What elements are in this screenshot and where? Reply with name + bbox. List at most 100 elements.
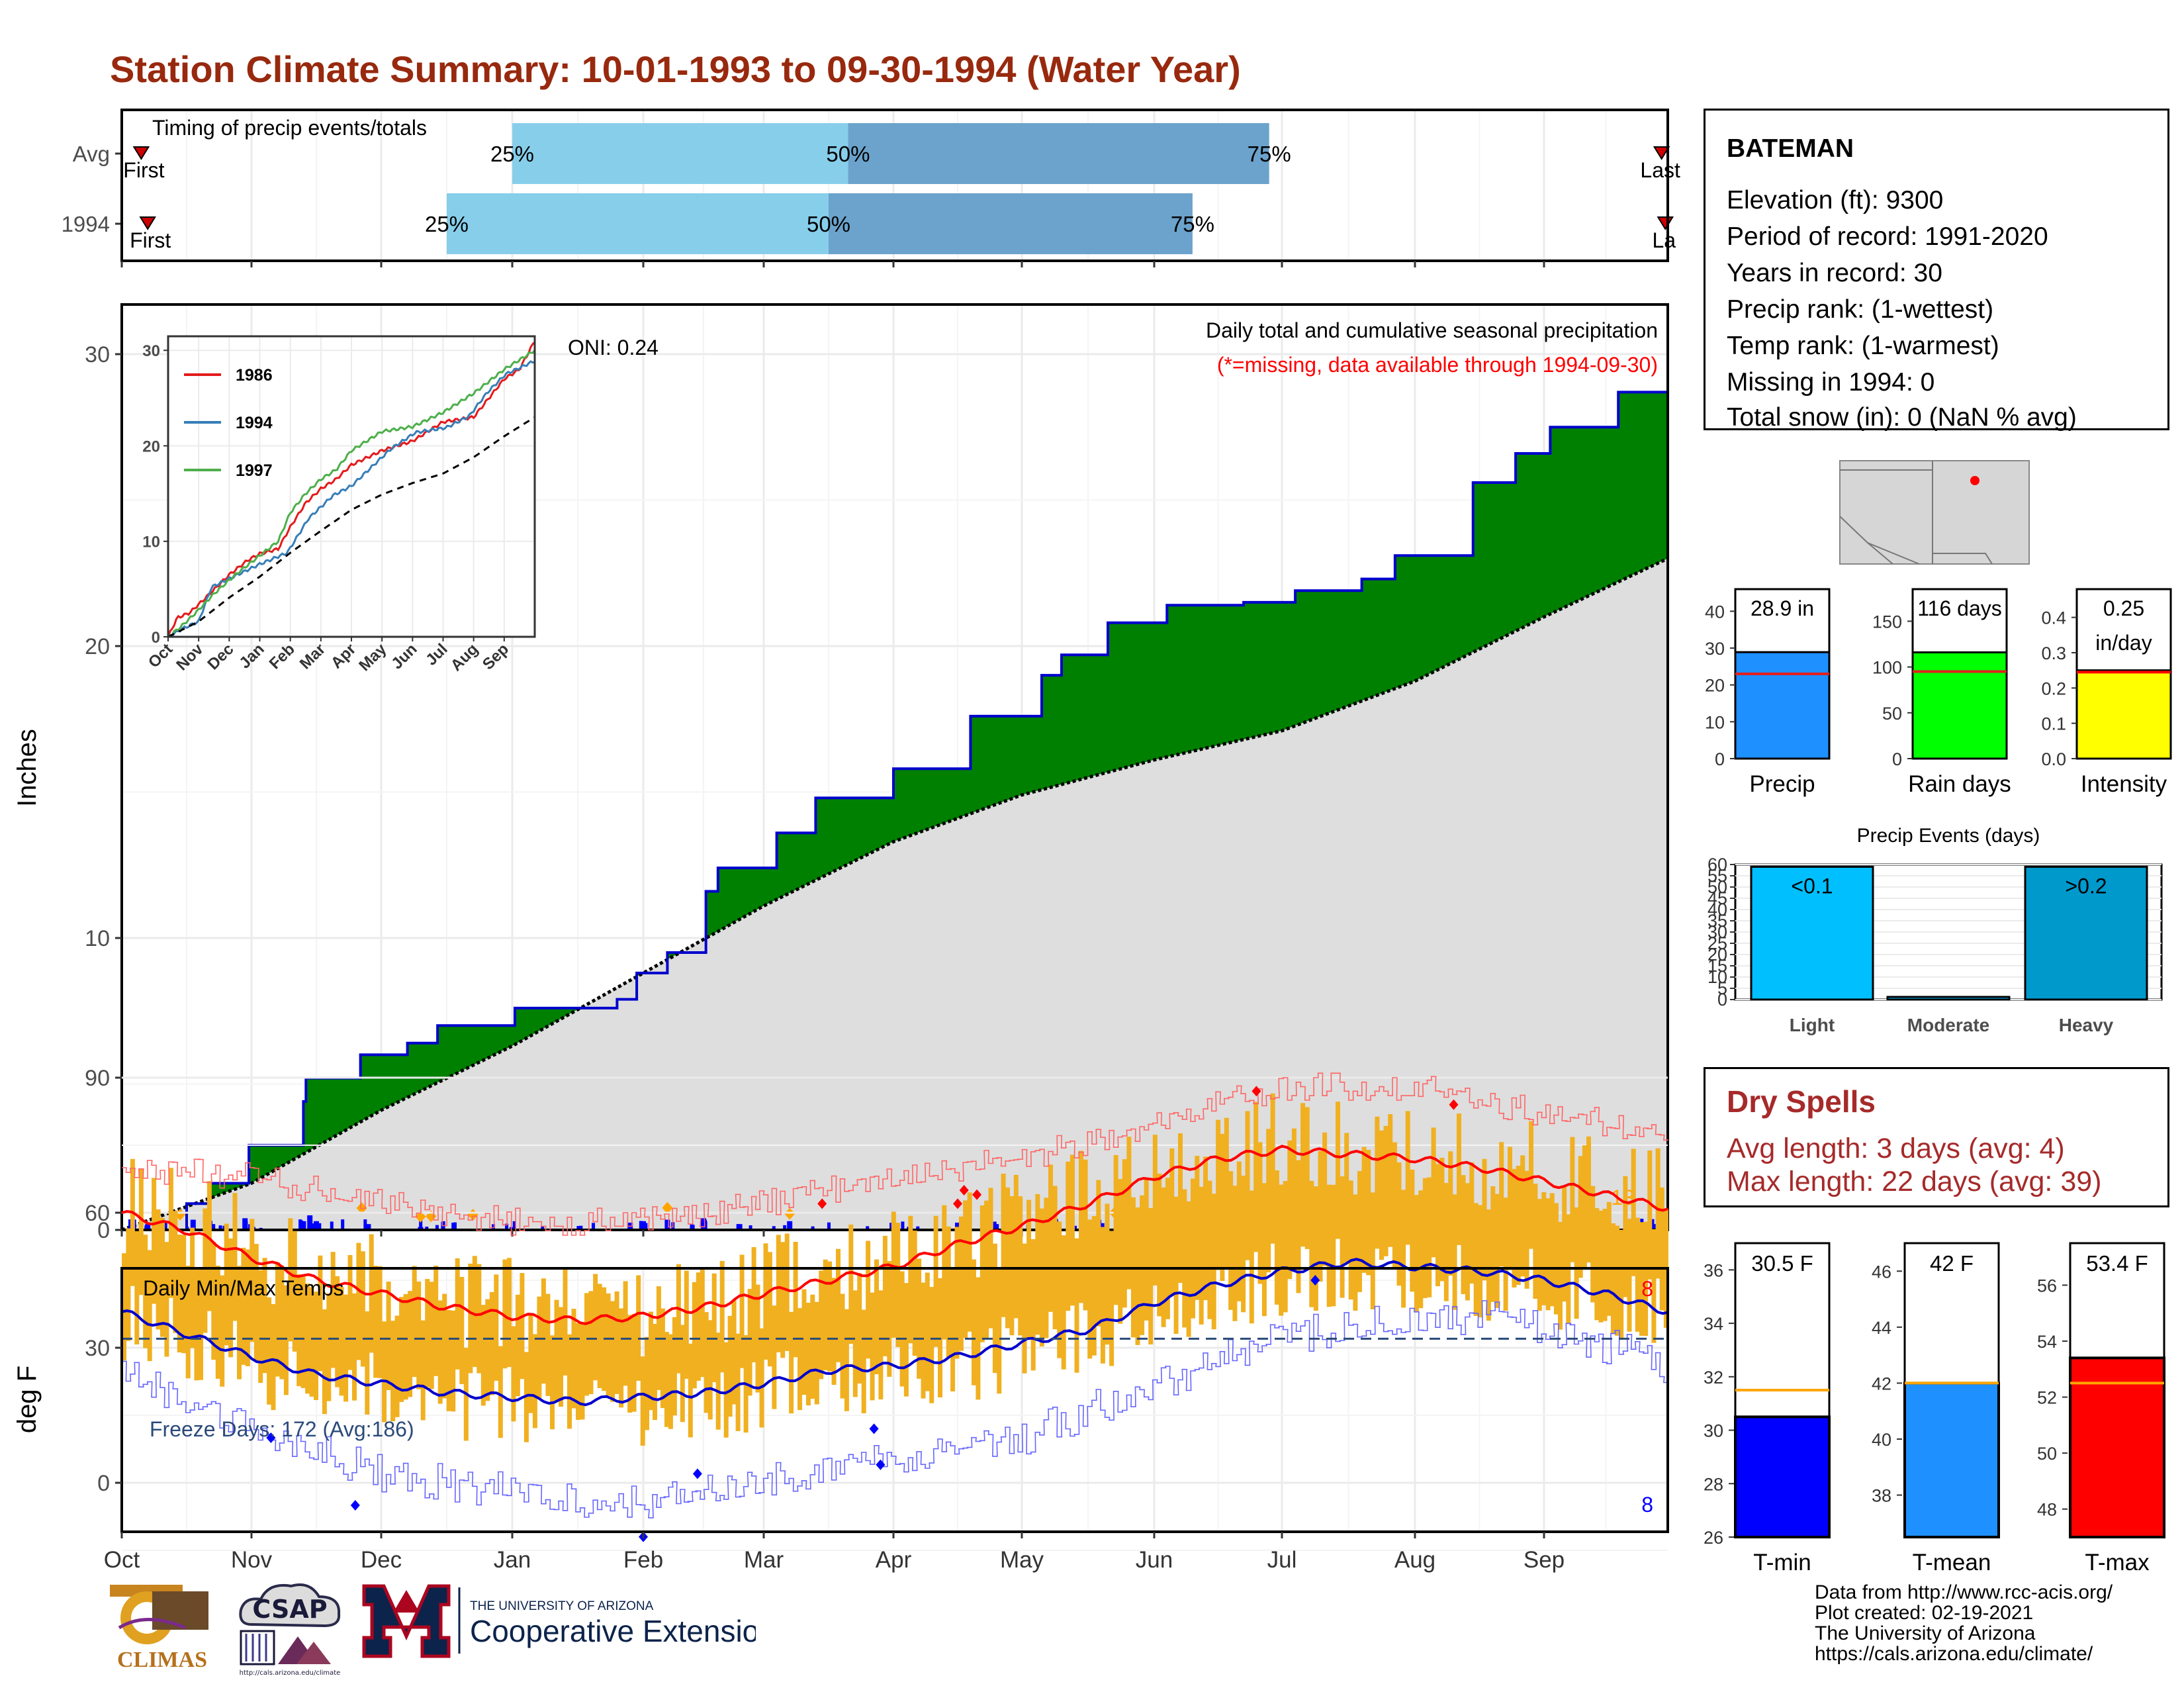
events-bar <box>1886 996 2011 1001</box>
daily-precip-bar <box>641 1221 646 1230</box>
timing-pct-label: 50% <box>807 212 850 236</box>
x-tick-label: May <box>1000 1547 1044 1573</box>
station-location-marker <box>1970 476 1979 485</box>
ua-logo-big-text: Cooperative Extension <box>470 1614 756 1648</box>
daily-temp-bar <box>1602 1209 1608 1321</box>
station-line: Elevation (ft): 9300 <box>1727 186 1944 214</box>
daily-temp-bar <box>1651 1229 1657 1343</box>
record-high-marker <box>959 1185 969 1196</box>
station-line: Years in record: 30 <box>1727 259 1942 287</box>
daily-temp-bar <box>576 1323 580 1420</box>
temp-summary-bar <box>2069 1356 2165 1538</box>
daily-precip-bar <box>993 1224 999 1230</box>
daily-temp-bar <box>1570 1137 1575 1262</box>
daily-precip-bar <box>772 1226 776 1230</box>
daily-temp-bar <box>895 1223 901 1347</box>
daily-temp-bar <box>1140 1195 1145 1335</box>
daily-precip-bar <box>363 1219 367 1230</box>
summary-bar <box>1734 651 1831 760</box>
daily-temp-bar <box>707 1320 713 1420</box>
daily-temp-bar <box>1516 1166 1521 1285</box>
dry-spells-max: Max length: 22 days (avg: 39) <box>1727 1166 2102 1197</box>
record-low-marker <box>869 1423 879 1434</box>
daily-temp-bar <box>326 1293 332 1401</box>
station-line: Precip rank: (1-wettest) <box>1727 295 1994 324</box>
daily-temp-bar <box>126 1228 131 1341</box>
daily-temp-bar <box>1405 1111 1410 1245</box>
daily-temp-bar <box>623 1281 628 1386</box>
daily-temp-bar <box>520 1273 525 1380</box>
daily-temp-bar <box>814 1301 819 1405</box>
summary-bar-tick: 0.1 <box>2041 714 2066 734</box>
daily-temp-bar <box>848 1224 854 1344</box>
daily-temp-bar <box>1541 1192 1547 1305</box>
summary-bars: 28.9 in 0 10 20 30 40 Precip 116 days 0 50 100 150 R… <box>1705 588 2172 797</box>
daily-temp-bar <box>1478 1205 1483 1318</box>
daily-temp-bar <box>649 1311 653 1411</box>
daily-temp-bar <box>1161 1187 1166 1327</box>
daily-temp-bar <box>1331 1184 1336 1307</box>
daily-temp-bar <box>224 1223 229 1346</box>
daily-temp-bar <box>1594 1208 1600 1321</box>
daily-temp-bar <box>1590 1186 1596 1303</box>
temp-summary-tick: 36 <box>1704 1260 1723 1280</box>
cumulative-surplus-area <box>122 386 1668 1230</box>
precip-events-panel: Precip Events (days) 05101520253035404550… <box>1707 825 2163 1035</box>
daily-temp-bar <box>373 1266 379 1378</box>
daily-temp-bar <box>1422 1178 1428 1298</box>
daily-precip-bar <box>298 1219 302 1230</box>
daily-temp-bar <box>550 1335 555 1430</box>
daily-temp-bar <box>739 1254 745 1368</box>
daily-temp-bar <box>700 1267 705 1378</box>
summary-bar-tick: 20 <box>1705 676 1725 696</box>
daily-precip-bar <box>451 1223 455 1230</box>
temp-summary-tick: 34 <box>1704 1314 1723 1334</box>
daily-temp-bar <box>199 1267 203 1380</box>
daily-temp-bar <box>1207 1180 1212 1319</box>
daily-temp-bar <box>1388 1114 1393 1247</box>
daily-temp-bar <box>840 1293 845 1399</box>
daily-temp-bar <box>532 1334 537 1429</box>
daily-temp-bar <box>776 1235 781 1352</box>
timing-bar-25-50 <box>512 123 848 184</box>
timing-bar-50-75 <box>848 123 1269 184</box>
summary-bar-tick: 40 <box>1705 602 1725 622</box>
summary-bar-tick: 0.0 <box>2041 749 2066 769</box>
daily-temp-bar <box>1375 1116 1380 1249</box>
daily-temp-bar <box>181 1235 187 1354</box>
daily-temp-bar <box>614 1291 619 1394</box>
daily-temp-bar <box>588 1291 594 1394</box>
events-title: Precip Events (days) <box>1857 825 2040 847</box>
daily-precip-bar <box>592 1223 596 1230</box>
daily-temp-bar <box>446 1309 451 1411</box>
daily-temp-bar <box>933 1215 938 1347</box>
daily-temp-bar <box>1253 1102 1259 1252</box>
daily-temp-bar <box>1018 1196 1023 1336</box>
daily-temp-bar <box>408 1291 413 1397</box>
events-y-tick: 15 <box>1707 956 1727 976</box>
daily-precip-bar <box>341 1219 345 1230</box>
daily-temp-bar <box>1241 1176 1246 1313</box>
y-tick-label: 20 <box>85 634 110 659</box>
daily-temp-bar <box>1274 1170 1279 1305</box>
university-of-arizona-logo: THE UNIVERSITY OF ARIZONA Cooperative Ex… <box>362 1584 756 1658</box>
daily-temp-bar <box>1553 1203 1559 1315</box>
daily-temp-bar <box>917 1258 922 1379</box>
daily-temp-bar <box>571 1309 576 1409</box>
daily-temp-bar <box>1574 1207 1579 1319</box>
daily-temp-bar <box>1469 1162 1475 1284</box>
daily-temp-bar <box>1300 1103 1306 1247</box>
record-max-line <box>122 1072 1668 1236</box>
daily-temp-bar <box>731 1300 737 1405</box>
summary-bar-tick: 0.4 <box>2041 608 2066 628</box>
map-border <box>1933 553 1993 565</box>
timing-row-label: 1994 <box>62 212 110 236</box>
daily-precip-bar <box>425 1227 429 1230</box>
daily-temp-bar <box>912 1231 917 1356</box>
daily-temp-bar <box>211 1242 216 1360</box>
daily-temp-bar <box>288 1218 293 1342</box>
daily-temp-bar <box>330 1252 336 1368</box>
map-land <box>1839 460 2030 565</box>
daily-precip-bar <box>783 1225 787 1230</box>
daily-temp-bar <box>283 1285 289 1395</box>
